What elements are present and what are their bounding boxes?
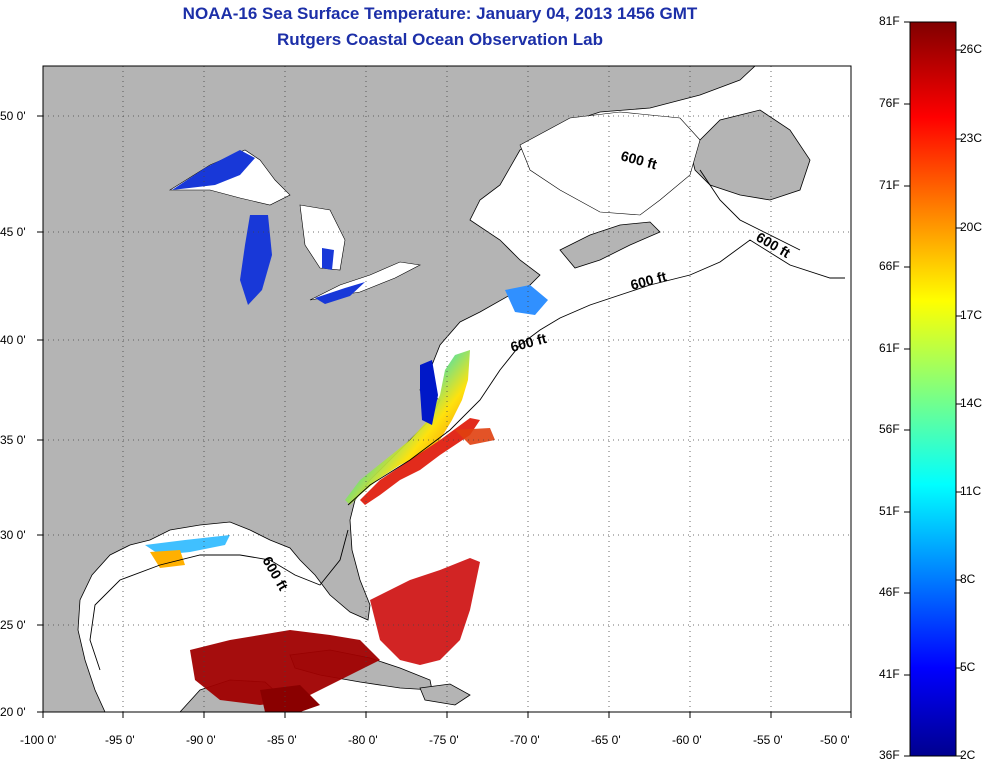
colorbar-c-label: 2C bbox=[960, 748, 976, 762]
lat-label: 30 0' bbox=[0, 528, 26, 542]
contour-600ft-grand-banks bbox=[699, 169, 801, 251]
colorbar-c-label: 8C bbox=[960, 572, 976, 586]
land-hispaniola bbox=[419, 683, 471, 706]
lon-label: -70 0' bbox=[510, 733, 540, 747]
lon-label: -85 0' bbox=[267, 733, 297, 747]
sst-gulf-coast bbox=[145, 535, 230, 555]
contour-600ft-atlantic bbox=[347, 239, 845, 506]
map-area bbox=[43, 66, 851, 712]
lat-label: 40 0' bbox=[0, 333, 26, 347]
sst-lake-erie bbox=[315, 282, 365, 304]
colorbar-c-label: 5C bbox=[960, 660, 976, 674]
sst-gulf-stream-eddies bbox=[455, 428, 495, 445]
sst-gulf-stream bbox=[360, 418, 480, 505]
colorbar-f-label: 46F bbox=[879, 585, 900, 599]
sst-lake-michigan bbox=[240, 215, 272, 305]
colorbar-f-label: 71F bbox=[879, 178, 900, 192]
sst-gulf-coast-warm bbox=[150, 550, 185, 568]
colorbar-f-label: 36F bbox=[879, 748, 900, 762]
lat-label: 20 0' bbox=[0, 705, 26, 719]
lat-label: 35 0' bbox=[0, 433, 26, 447]
map-title: NOAA-16 Sea Surface Temperature: January… bbox=[182, 4, 698, 23]
lon-label: -60 0' bbox=[672, 733, 702, 747]
colorbar-f-label: 51F bbox=[879, 504, 900, 518]
map-subtitle: Rutgers Coastal Ocean Observation Lab bbox=[277, 30, 603, 49]
lon-label: -75 0' bbox=[429, 733, 459, 747]
gulf-st-lawrence bbox=[519, 111, 701, 216]
land-nova-scotia bbox=[559, 221, 661, 269]
lon-label: -55 0' bbox=[753, 733, 783, 747]
sst-yucatan bbox=[260, 685, 320, 712]
colorbar-f-label: 81F bbox=[879, 14, 900, 28]
colorbar-f-label: 66F bbox=[879, 259, 900, 273]
sst-long-island bbox=[505, 285, 548, 315]
colorbar-c-label: 20C bbox=[960, 220, 983, 234]
sst-cayman-sea bbox=[190, 630, 380, 705]
colorbar-c-label: 17C bbox=[960, 308, 983, 322]
land-newfoundland bbox=[689, 109, 811, 201]
sst-mid-atlantic-band bbox=[345, 350, 470, 505]
lon-label: -90 0' bbox=[186, 733, 216, 747]
colorbar-c-label: 26C bbox=[960, 42, 983, 56]
colorbar-c-label: 14C bbox=[960, 396, 983, 410]
lon-label: -95 0' bbox=[105, 733, 135, 747]
lat-label: 45 0' bbox=[0, 225, 26, 239]
colorbar-c-label: 11C bbox=[960, 484, 982, 498]
lon-label: -80 0' bbox=[348, 733, 378, 747]
colorbar-f-label: 61F bbox=[879, 341, 900, 355]
sst-caribbean bbox=[370, 558, 480, 665]
colorbar-c-label: 23C bbox=[960, 131, 983, 145]
lake-huron bbox=[299, 204, 346, 271]
lon-label: -50 0' bbox=[820, 733, 850, 747]
lat-label: 50 0' bbox=[0, 109, 26, 123]
sst-lake-superior bbox=[172, 150, 255, 190]
colorbar bbox=[909, 21, 957, 757]
contour-600ft-gulf bbox=[89, 529, 349, 671]
colorbar-f-label: 56F bbox=[879, 422, 900, 436]
colorbar-f-label: 41F bbox=[879, 667, 900, 681]
sst-georgian-bay bbox=[322, 248, 334, 270]
sst-chesapeake bbox=[420, 360, 438, 425]
lon-label: -100 0' bbox=[20, 733, 57, 747]
lat-label: 25 0' bbox=[0, 618, 26, 632]
colorbar-f-label: 76F bbox=[879, 96, 900, 110]
lon-label: -65 0' bbox=[591, 733, 621, 747]
